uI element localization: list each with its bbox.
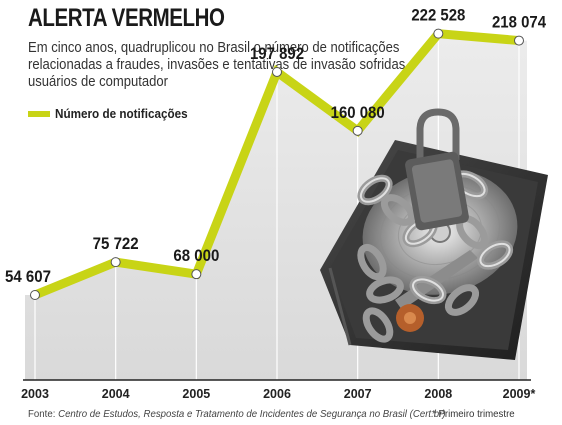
source-note: Fonte: Centro de Estudos, Resposta e Tra… bbox=[28, 408, 446, 420]
data-point-2005 bbox=[191, 269, 202, 280]
footnote: * Primeiro trimestre bbox=[432, 408, 515, 420]
chart-subtitle: Em cinco anos, quadruplicou no Brasil o … bbox=[28, 40, 428, 90]
legend: Número de notificações bbox=[28, 106, 202, 121]
data-point-2006 bbox=[272, 66, 282, 77]
legend-swatch bbox=[28, 110, 50, 117]
data-labels: 54 607 75 722 68 000 197 892 160 080 222 528 2… bbox=[5, 6, 546, 286]
chart-title: ALERTA VERMELHO bbox=[28, 4, 225, 32]
x-tick-2005: 2005 bbox=[182, 387, 210, 401]
data-label-2008: 222 528 bbox=[411, 6, 465, 25]
data-label-2006: 197 892 bbox=[250, 44, 304, 63]
x-tick-2006: 2006 bbox=[263, 387, 291, 401]
data-label-2003: 54 607 bbox=[5, 267, 51, 286]
data-label-2009*: 218 074 bbox=[492, 13, 546, 32]
legend-label: Número de notificações bbox=[55, 106, 188, 121]
data-label-2005: 68 000 bbox=[173, 246, 219, 265]
x-tick-2003: 2003 bbox=[21, 387, 49, 401]
x-tick-2009*: 2009* bbox=[503, 387, 536, 401]
x-tick-2007: 2007 bbox=[344, 387, 372, 401]
data-points bbox=[30, 28, 524, 301]
data-point-2003 bbox=[30, 290, 40, 301]
source-label: Fonte: bbox=[28, 408, 56, 420]
data-label-2004: 75 722 bbox=[93, 234, 139, 253]
data-point-2008 bbox=[433, 28, 444, 39]
hard-drive-illustration bbox=[320, 108, 548, 360]
x-tick-2008: 2008 bbox=[424, 387, 452, 401]
data-label-2007: 160 080 bbox=[331, 103, 385, 122]
data-point-2009* bbox=[514, 35, 524, 46]
source-name: Centro de Estudos, Resposta e Tratamento… bbox=[58, 408, 446, 420]
x-tick-2004: 2004 bbox=[102, 387, 130, 401]
x-tick-labels: 2003 2004 2005 2006 2007 2008 2009* bbox=[21, 387, 535, 401]
data-point-2004 bbox=[110, 257, 121, 268]
data-point-2007 bbox=[352, 125, 363, 136]
